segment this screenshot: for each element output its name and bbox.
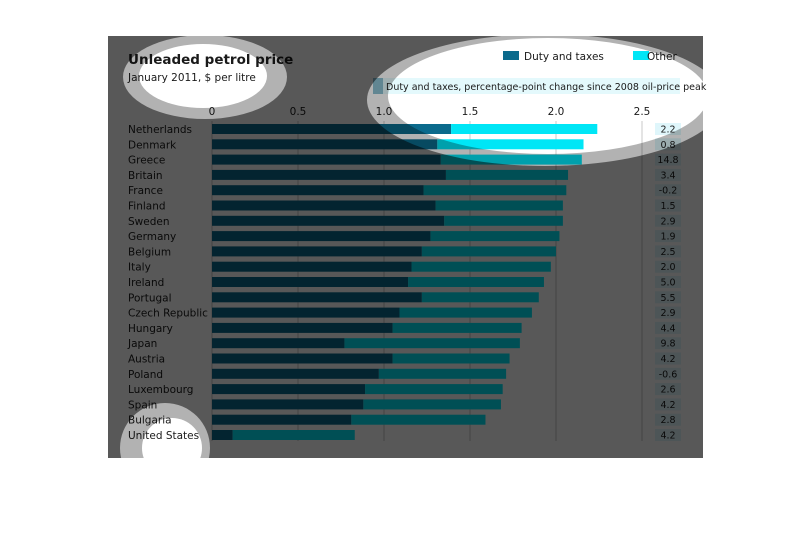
dim-overlay: [108, 36, 703, 458]
